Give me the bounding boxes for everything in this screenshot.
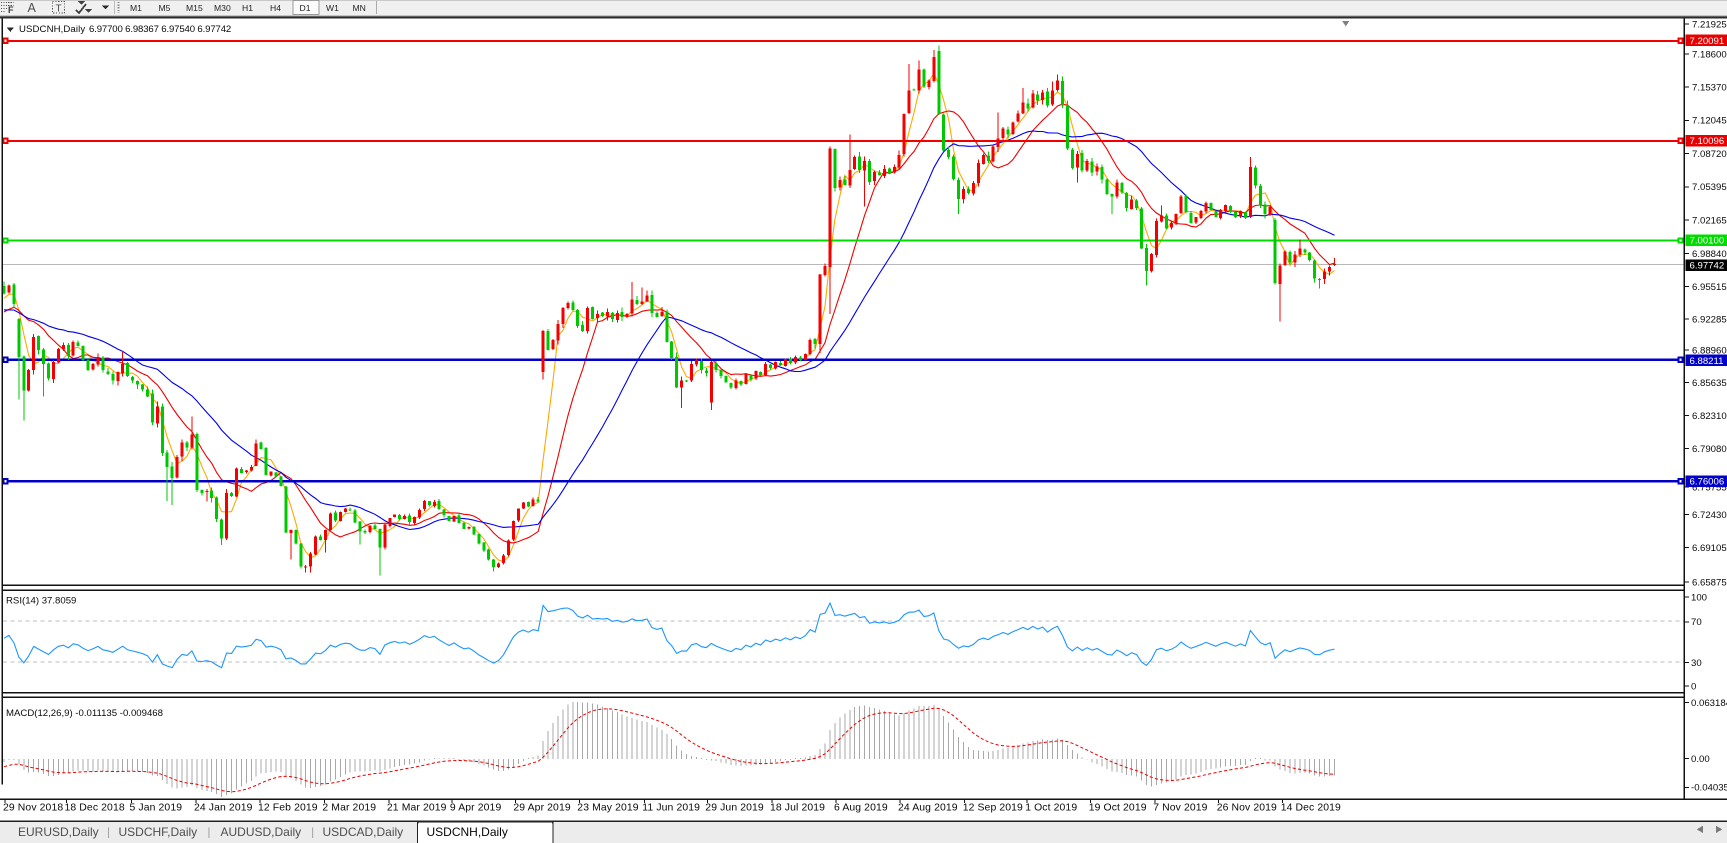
- svg-text:RSI(14) 37.8059: RSI(14) 37.8059: [6, 596, 76, 607]
- svg-text:6.85635: 6.85635: [1692, 378, 1727, 389]
- svg-text:7.10096: 7.10096: [1690, 136, 1725, 147]
- svg-text:29 Jun 2019: 29 Jun 2019: [705, 803, 764, 814]
- svg-text:100: 100: [1691, 592, 1707, 603]
- svg-text:USDCNH,Daily: USDCNH,Daily: [427, 825, 508, 839]
- svg-text:H4: H4: [270, 3, 281, 13]
- svg-text:12 Feb 2019: 12 Feb 2019: [258, 803, 318, 814]
- svg-text:AUDUSD,Daily: AUDUSD,Daily: [221, 825, 302, 839]
- svg-text:2 Mar 2019: 2 Mar 2019: [322, 803, 376, 814]
- svg-text:M15: M15: [186, 3, 203, 13]
- svg-text:0.00: 0.00: [1691, 754, 1710, 765]
- svg-text:USDCAD,Daily: USDCAD,Daily: [323, 825, 404, 839]
- svg-text:6.98840: 6.98840: [1692, 249, 1727, 260]
- svg-text:5 Jan 2019: 5 Jan 2019: [130, 803, 183, 814]
- svg-text:6.79080: 6.79080: [1692, 444, 1727, 455]
- svg-text:6.92285: 6.92285: [1692, 315, 1727, 326]
- svg-text:18 Dec 2018: 18 Dec 2018: [65, 803, 125, 814]
- svg-text:29 Nov 2018: 29 Nov 2018: [3, 803, 63, 814]
- svg-text:9 Apr 2019: 9 Apr 2019: [450, 803, 502, 814]
- svg-text:6.82310: 6.82310: [1692, 411, 1727, 422]
- svg-text:|: |: [311, 827, 314, 839]
- svg-text:|: |: [107, 827, 110, 839]
- svg-text:7.05395: 7.05395: [1692, 182, 1727, 193]
- svg-text:USDCHF,Daily: USDCHF,Daily: [119, 825, 198, 839]
- svg-text:MN: MN: [353, 3, 366, 13]
- svg-text:F: F: [8, 5, 14, 15]
- svg-text:MACD(12,26,9) -0.011135 -0.009: MACD(12,26,9) -0.011135 -0.009468: [6, 708, 163, 719]
- svg-text:21 Mar 2019: 21 Mar 2019: [387, 803, 447, 814]
- svg-text:7.21925: 7.21925: [1692, 20, 1727, 31]
- svg-text:6.95515: 6.95515: [1692, 282, 1727, 293]
- svg-text:12 Sep 2019: 12 Sep 2019: [963, 803, 1023, 814]
- svg-text:6.65875: 6.65875: [1692, 577, 1727, 588]
- svg-text:H1: H1: [242, 3, 253, 13]
- svg-text:0: 0: [1691, 681, 1696, 692]
- svg-text:M5: M5: [159, 3, 171, 13]
- svg-text:26 Nov 2019: 26 Nov 2019: [1217, 803, 1277, 814]
- svg-text:6.88211: 6.88211: [1690, 356, 1724, 367]
- svg-text:11 Jun 2019: 11 Jun 2019: [642, 803, 700, 814]
- svg-text:6.88960: 6.88960: [1692, 346, 1727, 357]
- svg-text:23 May 2019: 23 May 2019: [577, 803, 638, 814]
- svg-text:6 Aug 2019: 6 Aug 2019: [834, 803, 888, 814]
- svg-text:6.76006: 6.76006: [1690, 477, 1725, 488]
- svg-text:7.08720: 7.08720: [1692, 149, 1727, 160]
- svg-text:|: |: [208, 827, 211, 839]
- svg-text:-0.040355: -0.040355: [1691, 783, 1727, 794]
- svg-text:7.02165: 7.02165: [1692, 215, 1727, 226]
- svg-text:T: T: [56, 4, 62, 15]
- svg-text:7.15370: 7.15370: [1692, 83, 1727, 94]
- svg-text:W1: W1: [326, 3, 339, 13]
- svg-text:18 Jul 2019: 18 Jul 2019: [770, 803, 825, 814]
- svg-text:6.72430: 6.72430: [1692, 510, 1727, 521]
- svg-text:7.00100: 7.00100: [1690, 236, 1725, 247]
- svg-text:70: 70: [1691, 617, 1702, 628]
- svg-text:14 Dec 2019: 14 Dec 2019: [1281, 803, 1341, 814]
- svg-text:19 Oct 2019: 19 Oct 2019: [1089, 803, 1147, 814]
- svg-text:24 Jan 2019: 24 Jan 2019: [194, 803, 253, 814]
- svg-text:24 Aug 2019: 24 Aug 2019: [898, 803, 958, 814]
- svg-text:7.18600: 7.18600: [1692, 50, 1727, 61]
- svg-text:6.97700 6.98367 6.97540 6.9774: 6.97700 6.98367 6.97540 6.97742: [89, 24, 231, 35]
- svg-text:6.75755: 6.75755: [1692, 482, 1727, 493]
- svg-text:6.97742: 6.97742: [1690, 261, 1725, 272]
- svg-text:D1: D1: [300, 3, 311, 13]
- svg-text:29 Apr 2019: 29 Apr 2019: [513, 803, 570, 814]
- svg-text:EURUSD,Daily: EURUSD,Daily: [18, 825, 99, 839]
- svg-text:M1: M1: [130, 3, 142, 13]
- svg-text:6.69105: 6.69105: [1692, 543, 1727, 554]
- svg-text:M30: M30: [214, 3, 231, 13]
- svg-text:A: A: [28, 1, 37, 15]
- svg-text:7 Nov 2019: 7 Nov 2019: [1153, 803, 1207, 814]
- svg-text:0.063184: 0.063184: [1691, 698, 1727, 709]
- svg-text:USDCNH,Daily: USDCNH,Daily: [19, 24, 85, 35]
- svg-text:7.12045: 7.12045: [1692, 116, 1727, 127]
- svg-text:7.20091: 7.20091: [1690, 36, 1725, 47]
- svg-text:1 Oct 2019: 1 Oct 2019: [1025, 803, 1077, 814]
- svg-text:30: 30: [1691, 658, 1702, 669]
